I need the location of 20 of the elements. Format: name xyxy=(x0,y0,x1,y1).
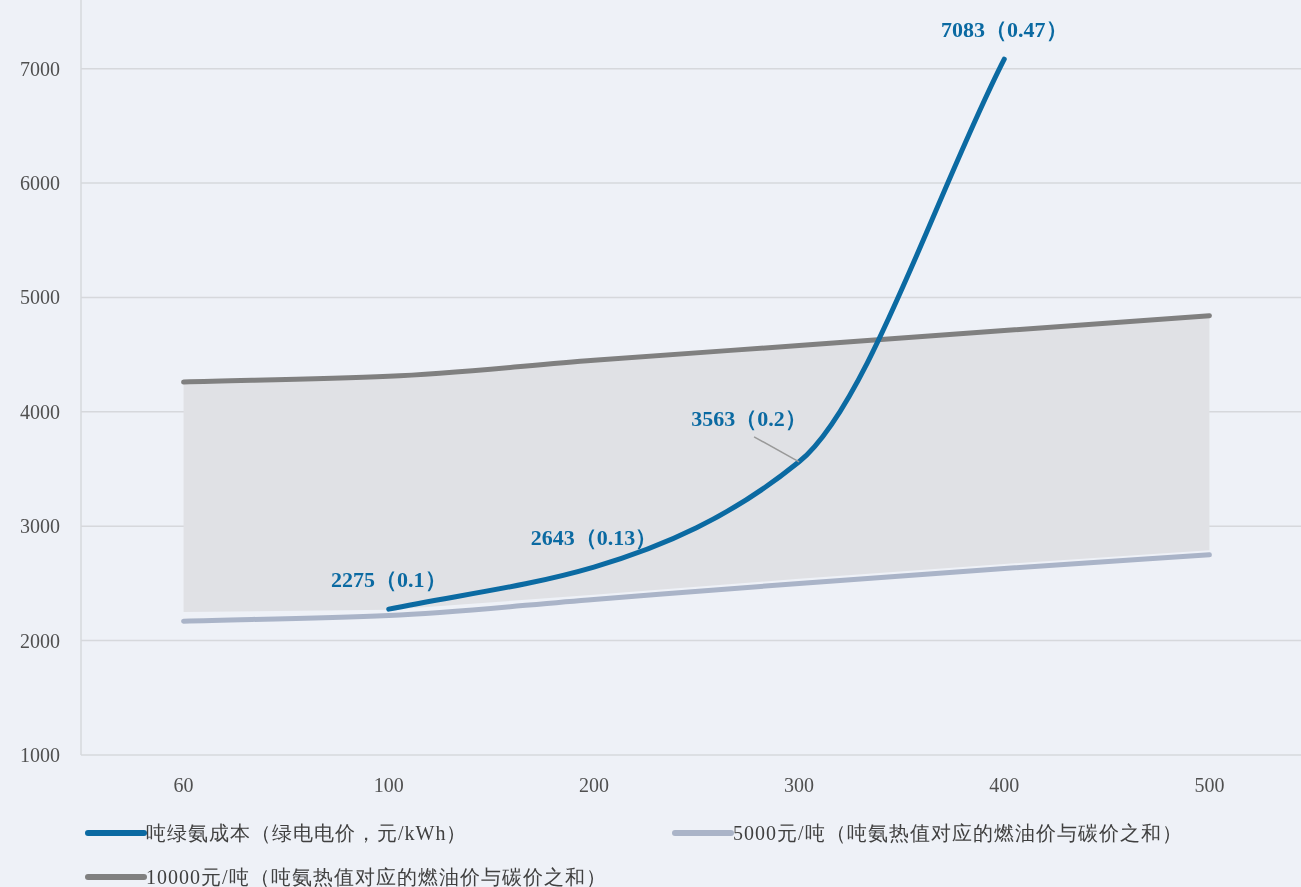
y-tick-label: 3000 xyxy=(20,515,60,538)
x-tick-label: 200 xyxy=(578,774,609,796)
data-label: 2275（0.1） xyxy=(331,567,447,593)
y-tick-label: 5000 xyxy=(20,286,60,309)
y-tick-label: 7000 xyxy=(20,57,60,80)
x-tick-label: 60 xyxy=(173,774,194,796)
y-tick-label: 6000 xyxy=(20,172,60,195)
x-tick-label: 300 xyxy=(784,774,815,796)
legend-label: 5000元/吨（吨氨热值对应的燃油价与碳价之和） xyxy=(733,822,1183,844)
y-tick-label: 4000 xyxy=(20,400,60,423)
data-label: 3563（0.2） xyxy=(691,405,807,431)
legend-label: 吨绿氨成本（绿电电价，元/kWh） xyxy=(146,822,468,844)
data-label: 7083（0.47） xyxy=(941,17,1068,43)
x-tick-label: 400 xyxy=(989,774,1020,796)
data-label: 2643（0.13） xyxy=(530,525,658,551)
legend-label: 10000元/吨（吨氨热值对应的燃油价与碳价之和） xyxy=(146,866,607,887)
y-tick-label: 2000 xyxy=(20,629,60,652)
x-tick-label: 500 xyxy=(1194,774,1225,796)
y-tick-label: 1000 xyxy=(20,744,60,766)
x-tick-label: 100 xyxy=(373,774,404,796)
